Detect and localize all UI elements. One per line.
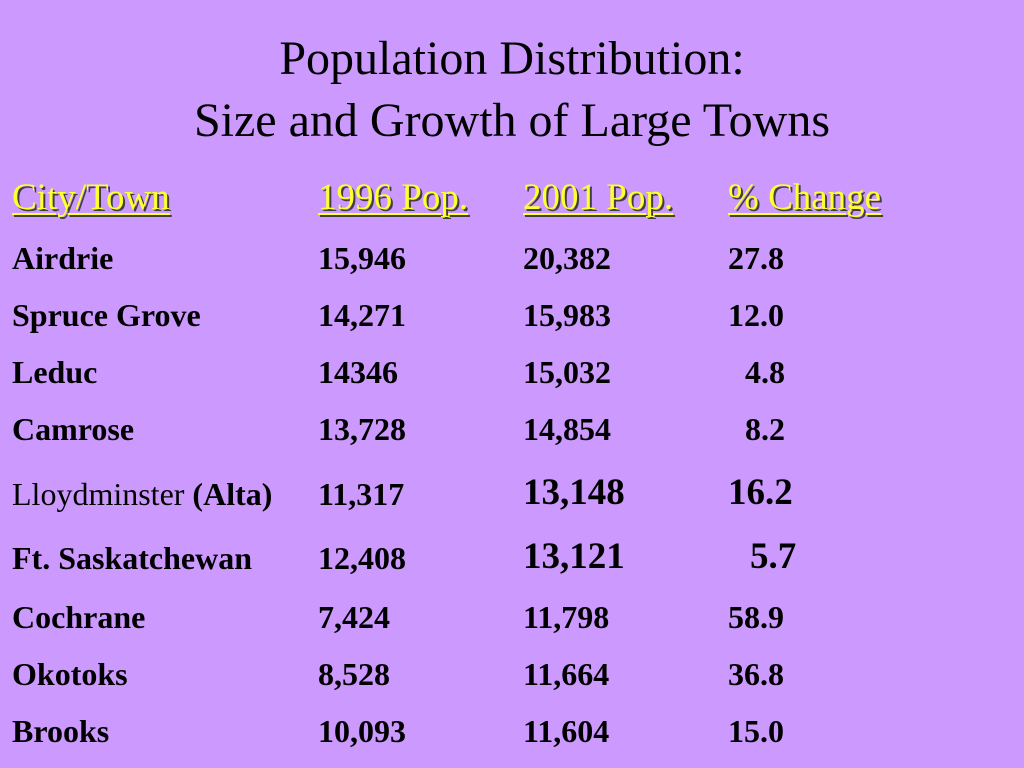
pop-2001: 13,121 — [523, 536, 625, 577]
slide-title: Population Distribution: Size and Growth… — [0, 28, 1024, 152]
city-name: Lloydminster (Alta) — [12, 476, 272, 513]
city-name: Airdrie — [12, 240, 114, 276]
header-percent-change-link[interactable]: % Change — [728, 177, 882, 218]
table-row: Lloydminster (Alta) 11,317 13,148 16.2 — [0, 472, 1024, 523]
pop-1996: 14346 — [318, 354, 398, 390]
table-row: Ft. Saskatchewan 12,408 13,121 5.7 — [0, 536, 1024, 587]
table-header: City/Town 1996 Pop. 2001 Pop. % Change — [0, 172, 1024, 222]
pop-1996: 7,424 — [318, 599, 390, 635]
percent-change: 36.8 — [728, 656, 784, 692]
pop-1996: 11,317 — [318, 476, 405, 512]
table-row: Camrose 13,728 14,854 8.2 — [0, 411, 1024, 461]
percent-change: 58.9 — [728, 599, 784, 635]
pop-2001: 14,854 — [523, 411, 611, 447]
table-row: Cochrane 7,424 11,798 58.9 — [0, 599, 1024, 649]
title-line-1: Population Distribution: — [279, 32, 745, 85]
percent-change: 4.8 — [745, 354, 785, 390]
city-name: Ft. Saskatchewan — [12, 540, 253, 576]
pop-2001: 11,664 — [523, 656, 610, 692]
city-name: Spruce Grove — [12, 297, 201, 333]
percent-change: 8.2 — [745, 411, 785, 447]
percent-change: 5.7 — [750, 536, 797, 577]
header-2001-pop-link[interactable]: 2001 Pop. — [523, 177, 674, 218]
table-row: Leduc 14346 15,032 4.8 — [0, 354, 1024, 404]
pop-1996: 13,728 — [318, 411, 406, 447]
pop-1996: 15,946 — [318, 240, 406, 276]
percent-change: 15.0 — [728, 713, 784, 749]
pop-2001: 11,798 — [523, 599, 610, 635]
pop-2001: 11,604 — [523, 713, 610, 749]
pop-2001: 15,032 — [523, 354, 611, 390]
header-1996-pop-link[interactable]: 1996 Pop. — [318, 177, 469, 218]
pop-1996: 12,408 — [318, 540, 406, 576]
pop-1996: 14,271 — [318, 297, 406, 333]
pop-2001: 15,983 — [523, 297, 611, 333]
city-name-text: Lloydminster — [12, 476, 185, 512]
city-name: Brooks — [12, 713, 110, 749]
city-name: Leduc — [12, 354, 98, 390]
city-name: Camrose — [12, 411, 135, 447]
city-name: Cochrane — [12, 599, 146, 635]
percent-change: 16.2 — [728, 472, 793, 513]
pop-1996: 10,093 — [318, 713, 406, 749]
percent-change: 12.0 — [728, 297, 784, 333]
city-note: (Alta) — [192, 476, 273, 512]
title-line-2: Size and Growth of Large Towns — [193, 94, 831, 147]
pop-2001: 20,382 — [523, 240, 611, 276]
pop-1996: 8,528 — [318, 656, 390, 692]
table-row: Okotoks 8,528 11,664 36.8 — [0, 656, 1024, 706]
header-city-town-link[interactable]: City/Town — [12, 177, 170, 218]
percent-change: 27.8 — [728, 240, 784, 276]
city-name: Okotoks — [12, 656, 128, 692]
pop-2001: 13,148 — [523, 472, 625, 513]
table-row: Brooks 10,093 11,604 15.0 — [0, 713, 1024, 763]
table-row: Spruce Grove 14,271 15,983 12.0 — [0, 297, 1024, 347]
table-row: Airdrie 15,946 20,382 27.8 — [0, 240, 1024, 290]
